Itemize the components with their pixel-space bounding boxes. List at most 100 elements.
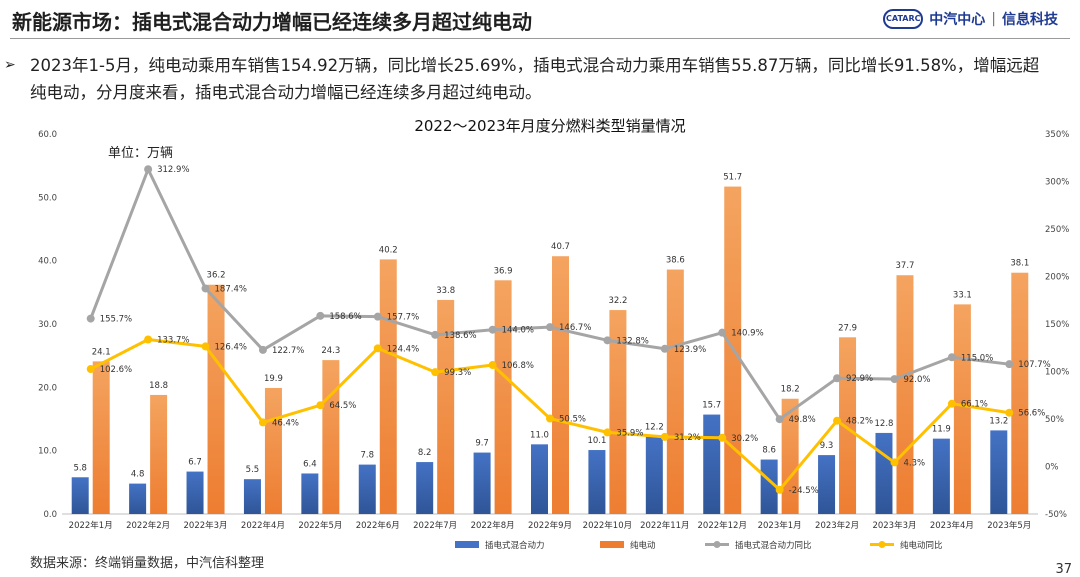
bev-yoy-label: 66.1% (961, 400, 988, 410)
bev-yoy-point (316, 401, 325, 410)
phev-yoy-label: 107.7% (1018, 360, 1050, 370)
bev-yoy-label: 64.5% (329, 401, 356, 411)
bar-label-bev: 51.7 (723, 173, 742, 183)
bar-bev (896, 275, 914, 514)
x-tick-label: 2022年9月 (528, 520, 572, 531)
bev-yoy-label: 48.2% (846, 417, 873, 427)
phev-yoy-point (718, 328, 727, 337)
x-tick-label: 2023年2月 (815, 520, 859, 531)
unit-label: 单位：万辆 (108, 146, 173, 161)
phev-yoy-point (1005, 360, 1014, 369)
bar-label-phev: 5.5 (246, 465, 260, 475)
bar-label-bev: 24.3 (321, 346, 340, 356)
y-right-tick-label: 0% (1045, 463, 1059, 473)
bar-bev (92, 361, 110, 514)
phev-yoy-label: 123.9% (674, 345, 706, 355)
bar-phev (358, 464, 376, 514)
legend-swatch-marker (878, 541, 886, 548)
x-tick-label: 2022年1月 (69, 520, 113, 531)
bar-label-phev: 10.1 (587, 436, 606, 446)
bar-label-phev: 6.4 (303, 459, 317, 469)
phev-yoy-point (258, 345, 267, 354)
bar-label-bev: 38.1 (1010, 259, 1029, 269)
bar-label-phev: 9.3 (820, 441, 834, 451)
bar-bev (264, 387, 282, 514)
phev-yoy-label: 144.0% (502, 326, 534, 336)
phev-yoy-label: 115.0% (961, 353, 993, 363)
bar-label-phev: 8.6 (762, 446, 776, 456)
bar-phev (416, 462, 434, 514)
x-tick-label: 2023年1月 (758, 520, 802, 531)
bar-bev (839, 337, 857, 514)
page-title: 新能源市场：插电式混合动力增幅已经连续多月超过纯电动 (12, 10, 532, 34)
bev-yoy-label: 35.9% (616, 428, 643, 438)
bev-yoy-label: 124.4% (387, 344, 419, 354)
bar-label-bev: 27.9 (838, 323, 857, 333)
bev-yoy-point (431, 368, 440, 377)
bev-yoy-point (144, 335, 153, 344)
bar-label-phev: 4.8 (131, 470, 145, 480)
bev-yoy-point (86, 365, 95, 374)
bev-yoy-point (890, 458, 899, 467)
bar-label-bev: 18.8 (149, 381, 168, 391)
bev-yoy-point (546, 414, 554, 423)
x-tick-label: 2023年3月 (872, 520, 916, 531)
bev-yoy-label: 56.6% (1018, 409, 1045, 419)
x-tick-label: 2022年7月 (413, 520, 457, 531)
y-left-tick-label: 40.0 (38, 257, 57, 267)
y-right-tick-label: 50% (1045, 415, 1064, 425)
bar-phev (531, 444, 548, 514)
bev-yoy-point (1005, 408, 1014, 417)
x-tick-label: 2023年4月 (930, 520, 974, 531)
chart-title: 2022～2023年月度分燃料类型销量情况 (414, 117, 685, 135)
x-tick-label: 2022年3月 (184, 520, 228, 531)
bar-label-phev: 13.2 (989, 416, 1008, 426)
phev-yoy-point (144, 165, 153, 174)
bar-label-bev: 40.2 (379, 245, 398, 255)
x-tick-label: 2022年11月 (640, 520, 689, 531)
bev-yoy-label: 50.5% (559, 415, 586, 425)
bev-yoy-label: 30.2% (731, 434, 758, 444)
bev-yoy-label: 133.7% (157, 335, 189, 345)
y-right-tick-label: 300% (1045, 178, 1069, 188)
bev-yoy-label: 106.8% (502, 361, 534, 371)
phev-yoy-label: 155.7% (100, 315, 132, 325)
y-left-tick-label: 30.0 (38, 320, 57, 330)
phev-yoy-point (833, 374, 842, 383)
bullet-arrow-icon: ➢ (4, 57, 16, 73)
phev-yoy-point (546, 323, 554, 332)
bar-label-bev: 32.2 (608, 296, 627, 306)
y-left-tick-label: 60.0 (38, 130, 57, 140)
bar-phev (875, 432, 893, 514)
brand-name: 中汽中心 (929, 12, 986, 28)
bar-phev (760, 459, 778, 514)
bev-yoy-point (660, 432, 669, 441)
phev-yoy-point (431, 330, 440, 339)
bar-label-phev: 7.8 (360, 451, 374, 461)
phev-yoy-label: 92.0% (903, 375, 930, 385)
legend-label: 插电式混合动力 (485, 540, 545, 551)
bar-bev (437, 299, 455, 514)
bar-bev (207, 284, 225, 514)
bar-label-bev: 40.7 (551, 242, 570, 252)
bev-yoy-point (718, 433, 727, 442)
bar-label-bev: 19.9 (264, 374, 283, 384)
bar-label-phev: 5.8 (73, 463, 87, 473)
bev-yoy-label: 126.4% (215, 342, 247, 352)
phev-yoy-point (890, 375, 899, 384)
phev-yoy-point (603, 336, 612, 345)
phev-yoy-point (775, 415, 784, 424)
bev-yoy-point (833, 416, 842, 425)
phev-yoy-label: 187.4% (215, 284, 247, 294)
y-left-tick-label: 10.0 (38, 447, 57, 457)
bar-bev (150, 394, 168, 514)
legend-swatch-marker (713, 541, 721, 548)
bar-bev (494, 280, 512, 514)
bar-label-bev: 33.8 (436, 286, 455, 296)
bar-phev (473, 452, 491, 514)
y-left-tick-label: 20.0 (38, 383, 57, 393)
header-divider (10, 38, 1070, 39)
catarc-logo-icon: CATARC (883, 9, 924, 29)
phev-yoy-label: 157.7% (387, 313, 419, 323)
bev-yoy-label: 31.2% (674, 433, 701, 443)
